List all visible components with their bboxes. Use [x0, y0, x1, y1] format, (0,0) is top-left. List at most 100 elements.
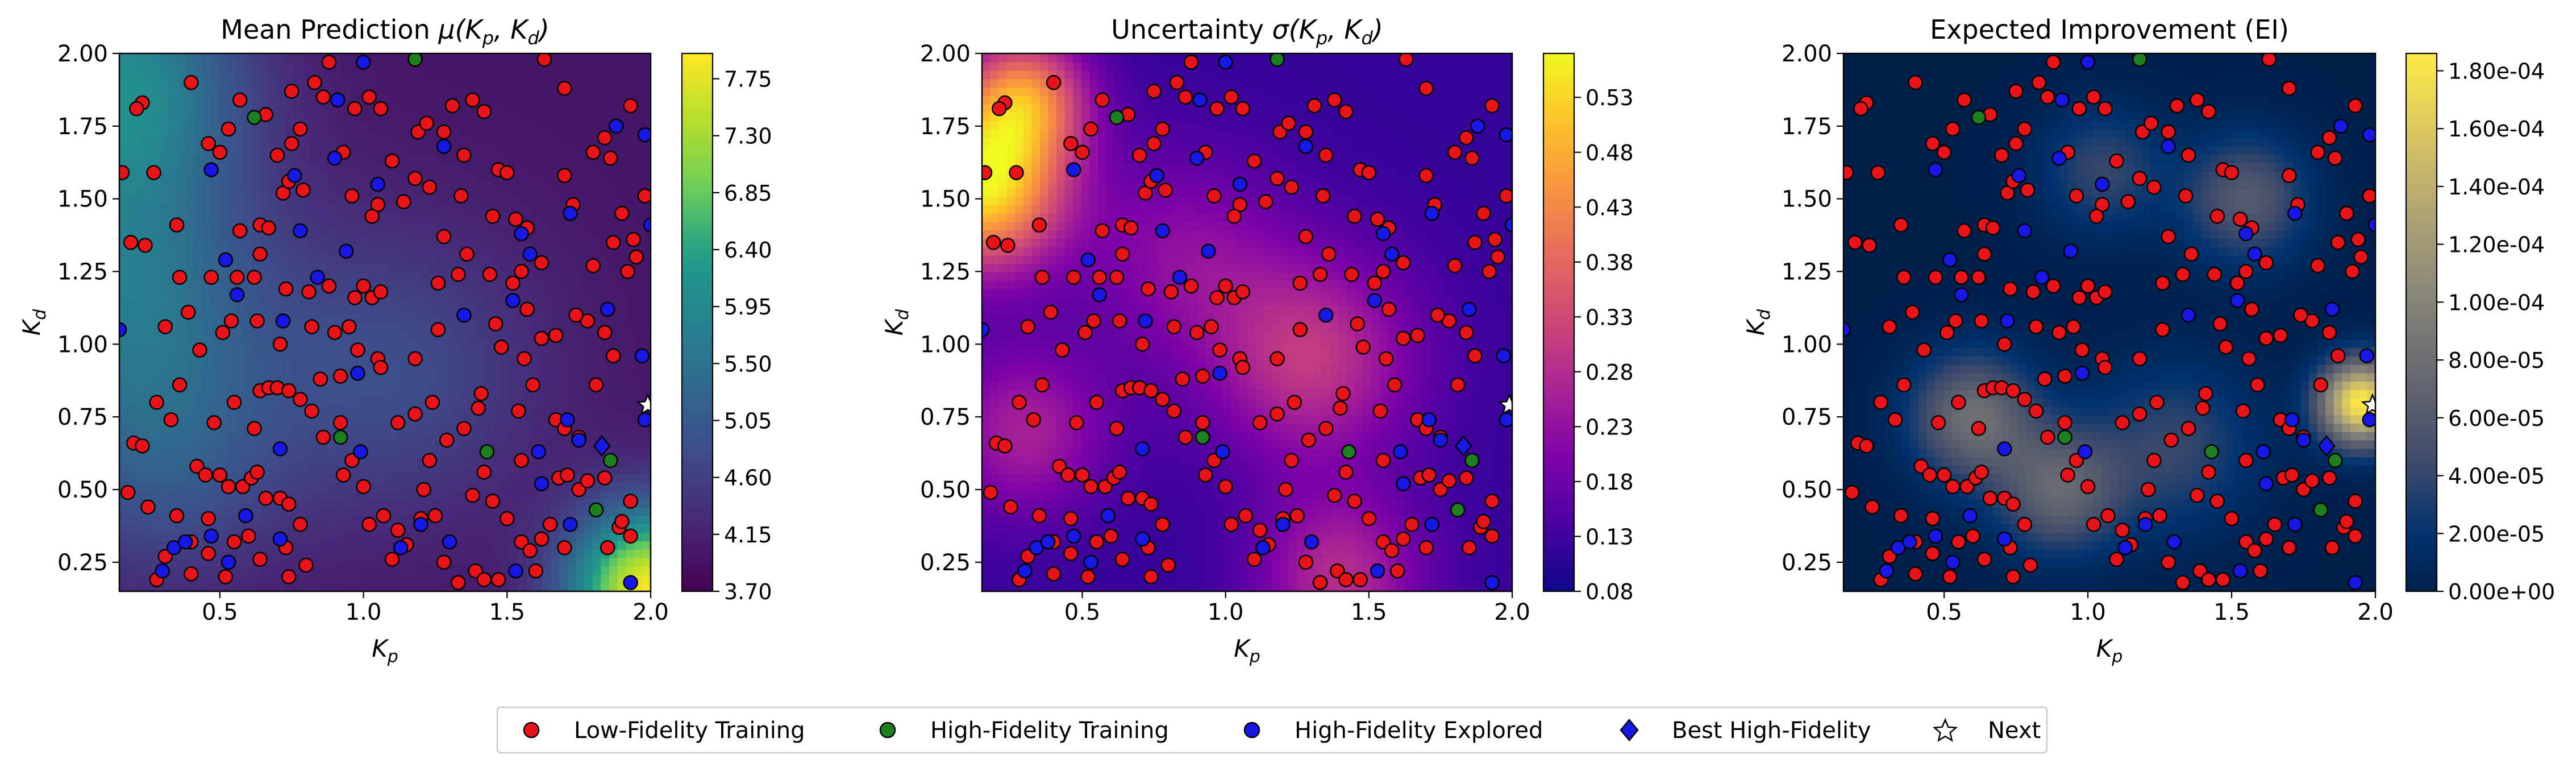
- explored-point: [2034, 270, 2050, 285]
- low-fidelity-point: [1146, 136, 1162, 151]
- explored-point: [1424, 517, 1440, 532]
- low-fidelity-point: [997, 438, 1013, 454]
- explored-point: [1215, 444, 1230, 459]
- explored-point: [2247, 246, 2262, 262]
- low-fidelity-point: [548, 327, 564, 343]
- scatter-points: [119, 53, 651, 590]
- explored-point: [1232, 176, 1248, 192]
- x-tick-label: 1.5: [2213, 599, 2250, 625]
- low-fidelity-point: [172, 270, 188, 285]
- x-tick-label: 1.5: [1351, 599, 1387, 625]
- high-fidelity-point: [1109, 110, 1125, 125]
- low-fidelity-point: [1375, 264, 1391, 279]
- explored-point: [1192, 92, 1208, 108]
- low-fidelity-point: [1418, 168, 1434, 184]
- explored-point: [531, 444, 547, 459]
- explored-point: [982, 322, 990, 338]
- low-fidelity-point: [1141, 281, 1156, 297]
- low-fidelity-point: [1450, 377, 1466, 393]
- low-fidelity-point: [201, 546, 216, 561]
- colorbar-tick-label: 6.85: [724, 181, 772, 206]
- low-fidelity-point: [169, 508, 185, 524]
- low-fidelity-point: [1209, 290, 1225, 305]
- low-fidelity-point: [321, 278, 337, 294]
- low-fidelity-point: [2253, 563, 2268, 579]
- explored-point: [1255, 540, 1271, 555]
- low-fidelity-point: [1298, 554, 1314, 570]
- explored-point: [442, 534, 457, 550]
- low-fidelity-point: [1166, 403, 1182, 419]
- explored-point: [436, 139, 452, 154]
- legend-item: Best High-Fidelity: [1620, 718, 1871, 744]
- explored-point: [1499, 412, 1512, 428]
- y-tick-label: 2.00: [57, 41, 108, 67]
- low-fidelity-point: [1916, 342, 1932, 358]
- low-fidelity-point: [1484, 98, 1500, 114]
- low-fidelity-point: [1481, 264, 1497, 279]
- y-tick-label: 1.25: [920, 259, 971, 285]
- legend-marker: [523, 722, 540, 739]
- low-fidelity-point: [606, 348, 621, 364]
- colorbar-tick-label: 0.23: [1585, 414, 1634, 440]
- explored-point: [634, 348, 650, 364]
- low-fidelity-point: [1123, 220, 1139, 236]
- colorbar-tick-label: 7.75: [724, 67, 772, 92]
- explored-point: [2017, 223, 2032, 239]
- low-fidelity-point: [1204, 319, 1219, 334]
- colorbar-tick-label: 0.00e+00: [2448, 579, 2555, 604]
- low-fidelity-point: [557, 81, 572, 96]
- y-tick-label: 0.50: [1782, 477, 1832, 503]
- low-fidelity-point: [1258, 194, 1274, 210]
- explored-point: [2166, 534, 2182, 550]
- low-fidelity-point: [2005, 569, 2021, 584]
- explored-point: [2324, 301, 2340, 317]
- low-fidelity-point: [1312, 267, 1328, 282]
- legend-marker: [1932, 718, 1958, 742]
- low-fidelity-point: [1928, 270, 1944, 285]
- explored-point: [238, 508, 253, 524]
- low-fidelity-point: [206, 415, 222, 430]
- low-fidelity-point: [626, 232, 641, 247]
- explored-point: [339, 243, 354, 259]
- explored-point: [1092, 287, 1108, 302]
- low-fidelity-point: [1908, 566, 1923, 582]
- low-fidelity-point: [542, 517, 558, 532]
- low-fidelity-point: [252, 246, 268, 262]
- low-fidelity-point: [1464, 150, 1480, 166]
- low-fidelity-point: [456, 421, 472, 436]
- low-fidelity-point: [473, 386, 489, 401]
- low-fidelity-point: [1387, 377, 1403, 393]
- low-fidelity-point: [1083, 121, 1098, 137]
- low-fidelity-point: [2109, 153, 2124, 169]
- explored-point: [1138, 313, 1153, 329]
- low-fidelity-point: [1109, 421, 1125, 436]
- low-fidelity-point: [2144, 115, 2159, 131]
- low-fidelity-point: [2161, 554, 2176, 570]
- explored-point: [327, 150, 343, 166]
- low-fidelity-point: [1281, 115, 1296, 131]
- low-fidelity-point: [1270, 171, 1285, 186]
- low-fidelity-point: [1843, 165, 1854, 180]
- low-fidelity-point: [247, 270, 262, 285]
- low-fidelity-point: [1893, 508, 1909, 524]
- low-fidelity-point: [347, 101, 363, 117]
- low-fidelity-point: [2115, 523, 2130, 538]
- explored-point: [1172, 270, 1188, 285]
- low-fidelity-point: [201, 136, 216, 151]
- low-fidelity-point: [1333, 400, 1348, 416]
- explored-point: [370, 176, 386, 192]
- low-fidelity-point: [1399, 53, 1414, 67]
- low-fidelity-point: [223, 313, 239, 329]
- low-fidelity-point: [252, 552, 268, 567]
- low-fidelity-point: [2003, 281, 2018, 297]
- low-fidelity-point: [629, 249, 644, 265]
- explored-point: [2077, 444, 2093, 459]
- low-fidelity-point: [416, 482, 431, 497]
- low-fidelity-point: [1459, 325, 1474, 341]
- low-fidelity-point: [1189, 325, 1205, 341]
- low-fidelity-point: [1315, 188, 1331, 204]
- explored-point: [456, 307, 472, 323]
- low-fidelity-point: [600, 540, 615, 555]
- low-fidelity-point: [1844, 484, 1860, 500]
- low-fidelity-point: [1859, 438, 1874, 454]
